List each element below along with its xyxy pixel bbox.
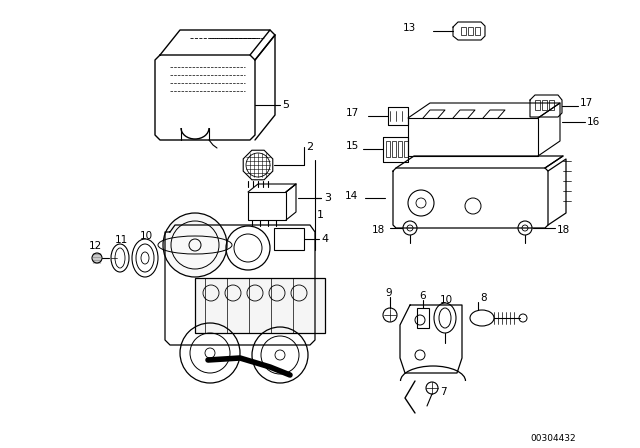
Text: 10: 10 [140, 231, 153, 241]
Text: 6: 6 [419, 291, 426, 301]
Text: 17: 17 [580, 98, 593, 108]
Bar [408, 118, 538, 156]
Bar [392, 141, 396, 157]
Text: 9: 9 [385, 288, 392, 298]
Bar [535, 100, 540, 110]
Bar [417, 308, 429, 328]
Bar [549, 100, 554, 110]
Text: 17: 17 [346, 108, 359, 118]
Text: 2: 2 [306, 142, 313, 152]
Bar [404, 141, 408, 157]
Text: 18: 18 [372, 225, 385, 235]
Bar [468, 27, 473, 35]
Text: 16: 16 [587, 117, 600, 127]
Text: 5: 5 [282, 100, 289, 110]
Bar [461, 27, 466, 35]
Text: 1: 1 [317, 210, 324, 220]
Text: 11: 11 [115, 235, 128, 245]
Text: 8: 8 [480, 293, 486, 303]
Bar [195, 278, 325, 333]
Text: 10: 10 [440, 295, 453, 305]
Circle shape [163, 213, 227, 277]
Bar [248, 192, 286, 220]
Text: 7: 7 [440, 387, 447, 397]
Text: 18: 18 [557, 225, 570, 235]
Bar [386, 141, 390, 157]
Text: 00304432: 00304432 [530, 434, 575, 443]
Text: 15: 15 [346, 141, 359, 151]
Text: 13: 13 [403, 23, 416, 33]
Bar [475, 27, 480, 35]
Text: 14: 14 [345, 191, 358, 201]
Text: 12: 12 [89, 241, 102, 251]
Bar [274, 228, 304, 250]
Bar [542, 100, 547, 110]
Bar [398, 141, 402, 157]
Text: 3: 3 [324, 193, 331, 203]
Text: 4: 4 [321, 234, 328, 244]
